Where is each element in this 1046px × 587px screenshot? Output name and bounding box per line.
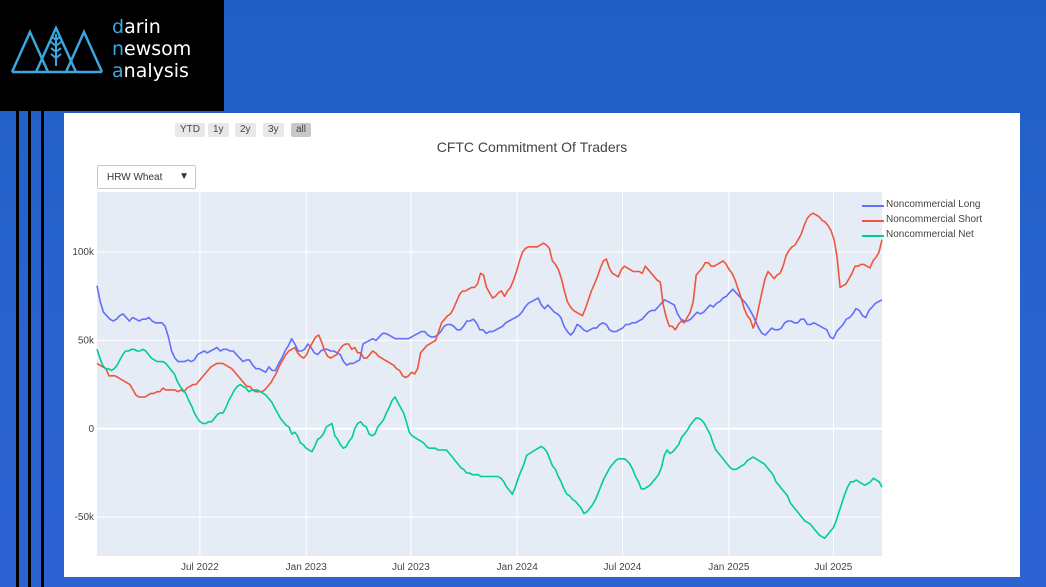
legend-item-net[interactable]: Noncommercial Net (862, 229, 974, 240)
chart-container: YTD 1y 2y 3y all CFTC Commitment Of Trad… (64, 113, 1020, 577)
range-button-1y[interactable]: 1y (208, 123, 229, 137)
x-tick-label: Jul 2025 (815, 562, 853, 573)
legend-swatch-net (862, 235, 884, 237)
y-tick-label: -50k (75, 512, 95, 523)
x-tick-label: Jan 2024 (497, 562, 539, 573)
logo-mark-icon (10, 24, 104, 74)
legend-label-net: Noncommercial Net (886, 229, 974, 240)
legend-item-long[interactable]: Noncommercial Long (862, 199, 981, 210)
legend-label-short: Noncommercial Short (886, 214, 983, 225)
x-tick-label: Jul 2024 (604, 562, 642, 573)
logo: darin newsom analysis (0, 0, 224, 111)
legend-item-short[interactable]: Noncommercial Short (862, 214, 983, 225)
range-button-3y[interactable]: 3y (263, 123, 284, 137)
range-button-2y[interactable]: 2y (235, 123, 256, 137)
y-tick-label: 100k (72, 247, 95, 258)
dropdown-selected-value: HRW Wheat (107, 172, 163, 183)
commodity-dropdown[interactable]: HRW Wheat ▼ (97, 165, 196, 189)
plot-area[interactable]: Jul 2022 Jan 2023 Jul 2023 Jan 2024 Jul 2024… (64, 113, 1020, 577)
range-button-ytd[interactable]: YTD (175, 123, 205, 137)
chevron-down-icon: ▼ (179, 171, 189, 182)
legend-swatch-long (862, 205, 884, 207)
plot-background (97, 192, 882, 556)
range-button-all[interactable]: all (291, 123, 312, 137)
series-line-short (96, 212, 883, 398)
decorative-bar (28, 111, 31, 587)
x-tick-label: Jul 2023 (392, 562, 430, 573)
legend-swatch-short (862, 220, 884, 222)
decorative-bar (16, 111, 19, 587)
chart-title: CFTC Commitment Of Traders (436, 139, 628, 155)
series-line-long (96, 285, 883, 374)
series-line-net (96, 348, 883, 540)
x-tick-label: Jul 2022 (181, 562, 219, 573)
decorative-bar (41, 111, 44, 587)
x-tick-label: Jan 2023 (286, 562, 328, 573)
y-tick-label: 50k (78, 335, 95, 346)
legend-label-long: Noncommercial Long (886, 199, 981, 210)
logo-text: darin newsom analysis (112, 16, 192, 82)
x-tick-label: Jan 2025 (708, 562, 750, 573)
y-tick-label: 0 (88, 424, 94, 435)
